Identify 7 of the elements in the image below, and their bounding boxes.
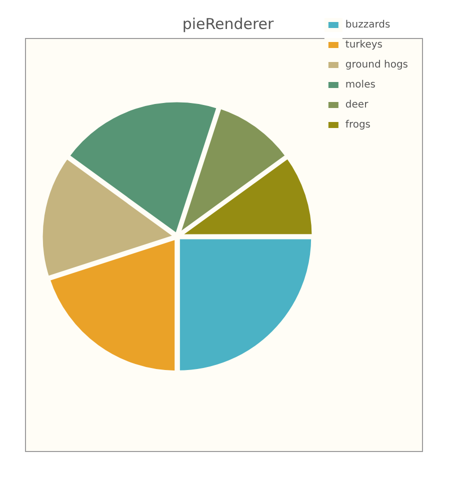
legend-label: frogs <box>345 120 371 131</box>
legend-label: buzzards <box>345 20 390 31</box>
legend-label: turkeys <box>345 40 383 51</box>
legend-label: deer <box>345 100 370 111</box>
chart-title: pieRenderer <box>182 14 275 33</box>
legend-label: ground hogs <box>345 60 408 71</box>
legend-label: moles <box>345 80 376 91</box>
